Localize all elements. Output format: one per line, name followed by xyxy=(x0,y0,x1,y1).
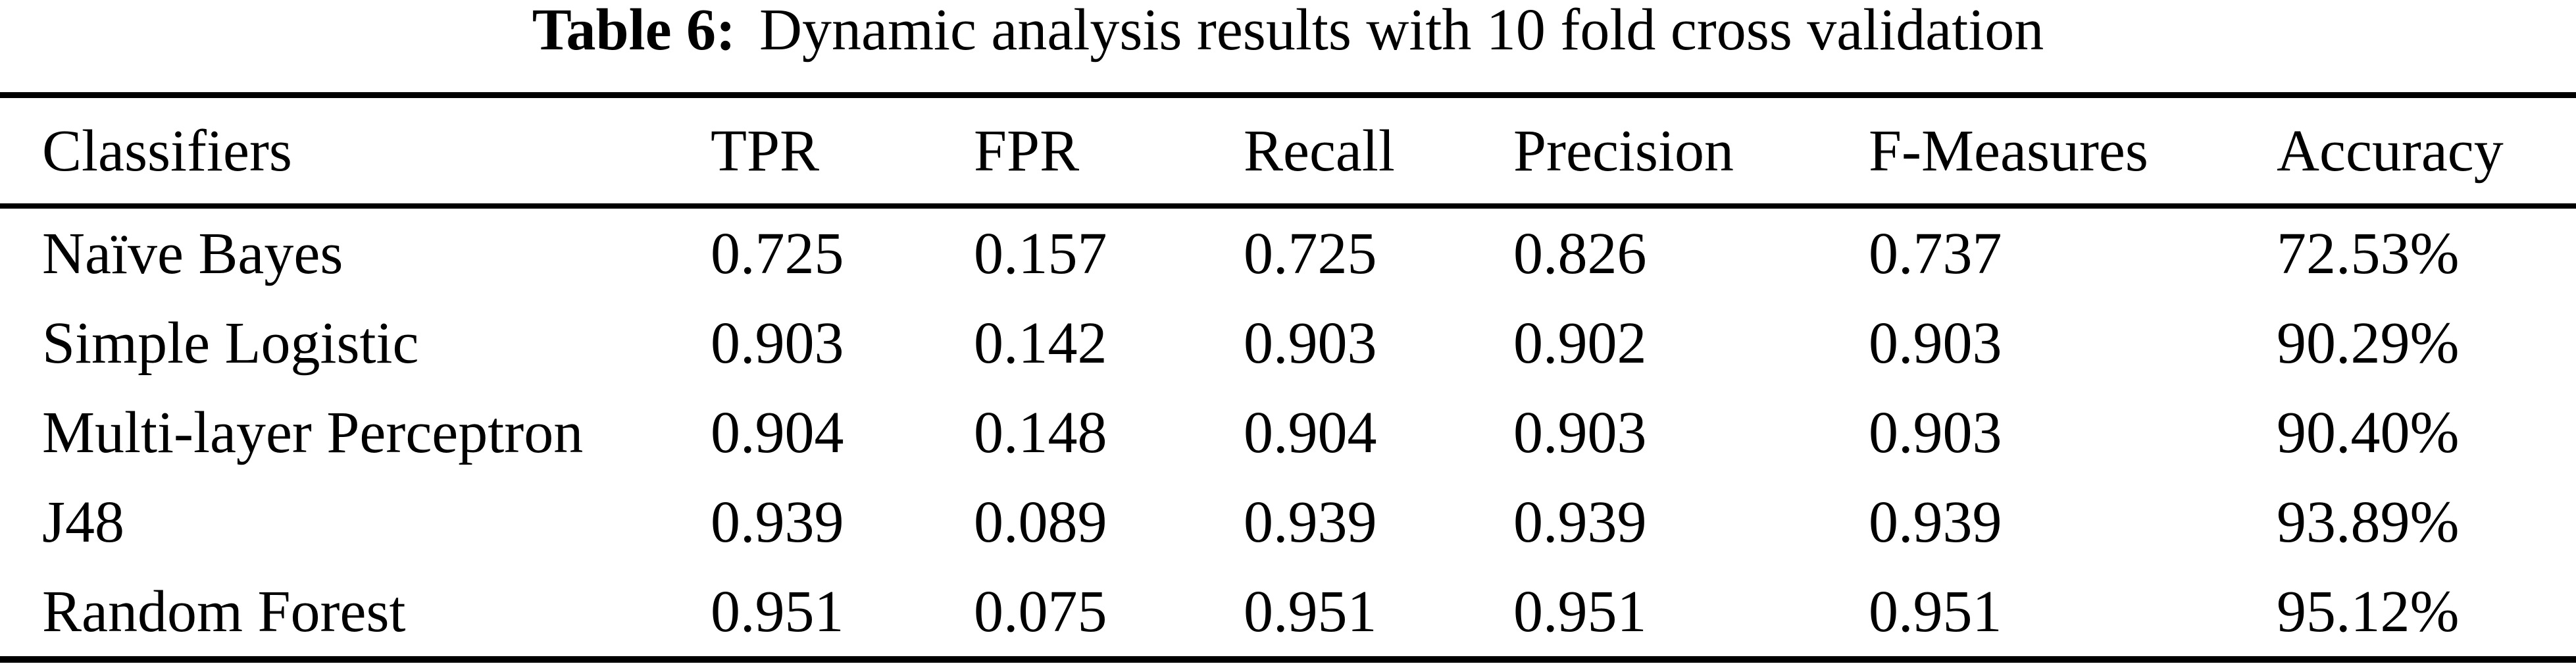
table-caption-label: Table 6: xyxy=(532,0,736,63)
recall-cell: 0.939 xyxy=(1244,489,1377,555)
tpr-cell: 0.951 xyxy=(711,578,844,644)
f-measures-cell: 0.903 xyxy=(1869,310,2002,376)
results-table: Classifiers TPR FPR Recall Precision F-M… xyxy=(0,92,2576,663)
classifier-name-cell: Naïve Bayes xyxy=(42,220,343,286)
classifier-name-cell: J48 xyxy=(42,489,125,555)
precision-cell: 0.903 xyxy=(1513,399,1647,465)
table-row-naive-bayes: Naïve Bayes 0.725 0.157 0.725 0.826 0.73… xyxy=(0,206,2576,298)
accuracy-cell: 72.53% xyxy=(2277,220,2460,286)
fpr-cell: 0.148 xyxy=(974,399,1107,465)
precision-cell: 0.826 xyxy=(1513,220,1647,286)
table-caption: Table 6: Dynamic analysis results with 10… xyxy=(0,0,2576,64)
recall-cell: 0.903 xyxy=(1244,310,1377,376)
recall-cell: 0.725 xyxy=(1244,220,1377,286)
accuracy-cell: 93.89% xyxy=(2277,489,2460,555)
fpr-cell: 0.089 xyxy=(974,489,1107,555)
tpr-cell: 0.725 xyxy=(711,220,844,286)
recall-cell: 0.904 xyxy=(1244,399,1377,465)
column-header-fpr: FPR xyxy=(974,95,1244,209)
f-measures-cell: 0.939 xyxy=(1869,489,2002,555)
classifier-name-cell: Simple Logistic xyxy=(42,310,419,376)
accuracy-cell: 95.12% xyxy=(2277,578,2460,644)
tpr-cell: 0.939 xyxy=(711,489,844,555)
classifier-name-cell: Multi-layer Perceptron xyxy=(42,399,584,465)
table-row-simple-logistic: Simple Logistic 0.903 0.142 0.903 0.902 … xyxy=(0,298,2576,388)
header-row: Classifiers TPR FPR Recall Precision F-M… xyxy=(0,95,2576,209)
accuracy-cell: 90.40% xyxy=(2277,399,2460,465)
precision-cell: 0.939 xyxy=(1513,489,1647,555)
table-row-multi-layer-perceptron: Multi-layer Perceptron 0.904 0.148 0.904… xyxy=(0,388,2576,477)
column-header-recall: Recall xyxy=(1244,95,1513,209)
tpr-cell: 0.903 xyxy=(711,310,844,376)
f-measures-cell: 0.737 xyxy=(1869,220,2002,286)
classifier-name-cell: Random Forest xyxy=(42,578,406,644)
fpr-cell: 0.157 xyxy=(974,220,1107,286)
recall-cell: 0.951 xyxy=(1244,578,1377,644)
fpr-cell: 0.142 xyxy=(974,310,1107,376)
column-header-accuracy: Accuracy xyxy=(2277,95,2576,209)
column-header-f-measures: F-Measures xyxy=(1869,95,2277,209)
column-header-precision: Precision xyxy=(1513,95,1869,209)
f-measures-cell: 0.903 xyxy=(1869,399,2002,465)
tpr-cell: 0.904 xyxy=(711,399,844,465)
f-measures-cell: 0.951 xyxy=(1869,578,2002,644)
column-header-classifiers: Classifiers xyxy=(0,95,711,209)
precision-cell: 0.951 xyxy=(1513,578,1647,644)
table-row-j48: J48 0.939 0.089 0.939 0.939 0.939 93.89% xyxy=(0,477,2576,567)
fpr-cell: 0.075 xyxy=(974,578,1107,644)
table-caption-text: Dynamic analysis results with 10 fold cr… xyxy=(759,0,2044,63)
column-header-tpr: TPR xyxy=(711,95,974,209)
precision-cell: 0.902 xyxy=(1513,310,1647,376)
table-row-random-forest: Random Forest 0.951 0.075 0.951 0.951 0.… xyxy=(0,567,2576,659)
accuracy-cell: 90.29% xyxy=(2277,310,2460,376)
